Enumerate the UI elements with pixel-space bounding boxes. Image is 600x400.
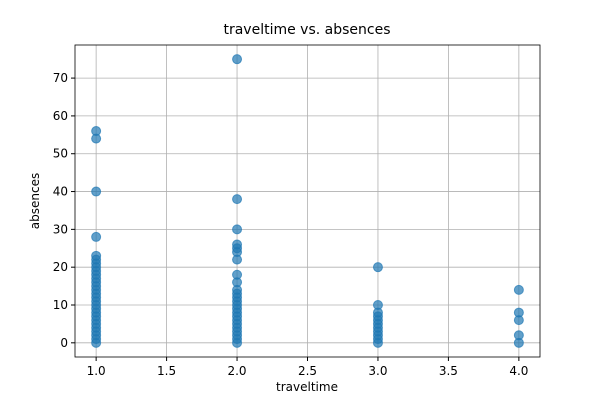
point [513,284,524,295]
y-tick-label: 50 [53,147,68,161]
x-tick-label: 3.5 [439,364,458,378]
y-tick-label: 0 [60,336,68,350]
x-axis-label: traveltime [276,380,338,394]
point [232,194,243,205]
x-tick-label: 1.0 [87,364,106,378]
point [372,300,383,310]
x-tick-label: 2.5 [298,364,317,378]
point [232,269,243,280]
point [232,239,243,250]
point [91,126,102,137]
chart-title: traveltime vs. absences [223,22,390,38]
y-tick-label: 20 [53,260,68,274]
plot-frame [74,44,541,358]
y-tick-label: 40 [53,185,68,199]
y-tick-label: 60 [53,109,68,123]
x-tick-label: 4.0 [509,364,528,378]
y-axis-label: absences [28,173,42,229]
y-tick-label: 70 [53,71,68,85]
point [232,224,243,235]
point [513,307,524,318]
y-tick-label: 10 [53,298,68,312]
point [372,262,383,273]
x-tick-label: 3.0 [368,364,387,378]
point [91,231,102,242]
point [91,250,102,261]
y-tick-label: 30 [53,222,68,236]
point [91,186,102,197]
point [513,330,524,341]
x-tick-label: 1.5 [157,364,176,378]
x-tick-label: 2.0 [227,364,246,378]
point [232,54,243,65]
